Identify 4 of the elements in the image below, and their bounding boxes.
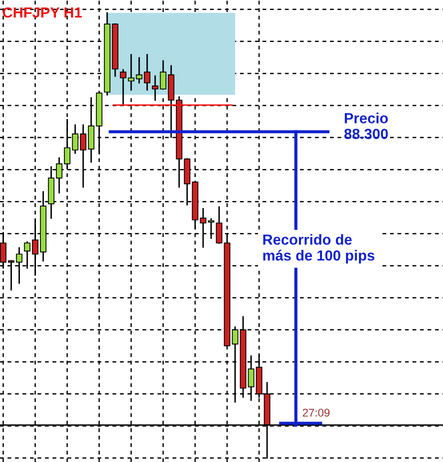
annotation: Recorrido de más de 100 pips [263, 234, 374, 264]
chart-title: CHFJPY H1 [2, 7, 82, 18]
ref-line-label: Precio 88.300 [344, 112, 388, 140]
text: 27:09 [302, 408, 330, 417]
